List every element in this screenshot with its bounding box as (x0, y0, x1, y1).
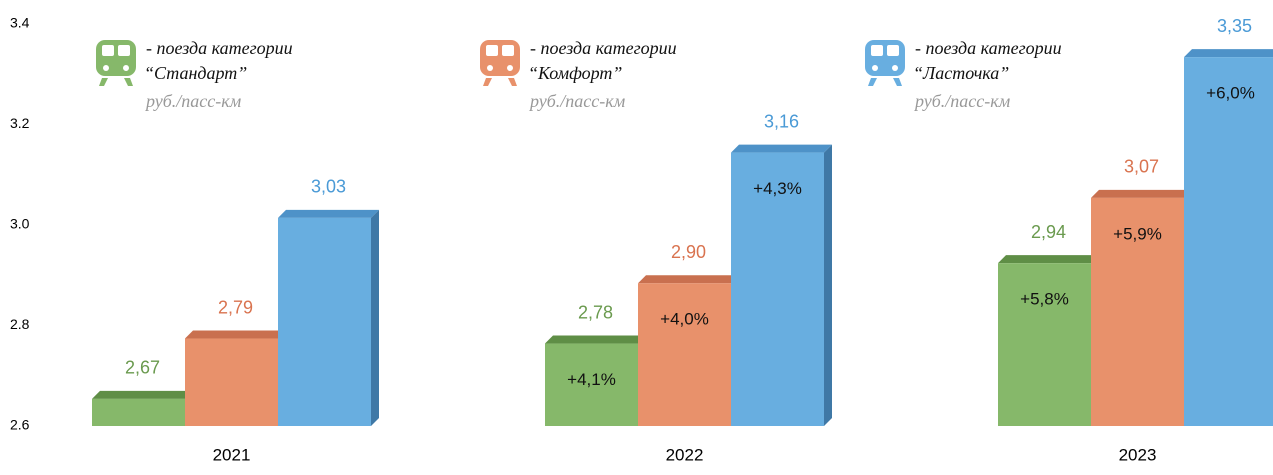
train-window (118, 45, 130, 56)
train-leg (868, 78, 877, 86)
bar-side (371, 209, 379, 426)
train-light (487, 65, 493, 71)
value-label: 2,79 (218, 297, 253, 317)
train-icon (480, 40, 520, 76)
y-tick-label: 2.6 (10, 417, 30, 433)
train-leg (483, 78, 492, 86)
bar-top (92, 390, 193, 399)
y-tick-label: 3.0 (10, 216, 30, 232)
x-tick-label: 2022 (666, 445, 704, 464)
legend-unit: руб./пасс-км (144, 91, 242, 111)
bar-top (185, 330, 286, 339)
bar-side (824, 144, 832, 426)
bar-top (638, 275, 739, 284)
legend-prefix: - поезда категории (530, 38, 677, 58)
train-light (872, 65, 878, 71)
train-icon (96, 40, 136, 76)
bar (545, 343, 638, 426)
bar (92, 398, 185, 426)
value-label: 3,03 (311, 177, 346, 197)
train-light (892, 65, 898, 71)
bar-top (1091, 189, 1192, 198)
bar (1184, 57, 1273, 426)
value-label: 3,07 (1124, 157, 1159, 177)
train-window (502, 45, 514, 56)
bar-top (731, 144, 832, 153)
bar (638, 283, 731, 426)
train-window (887, 45, 899, 56)
value-label: 3,16 (764, 111, 799, 131)
y-tick-label: 3.4 (10, 15, 30, 31)
legend-unit: руб./пасс-км (528, 91, 626, 111)
change-label: +4,1% (567, 370, 616, 389)
value-label: 2,78 (578, 302, 613, 322)
bar-top (1184, 49, 1273, 58)
change-label: +4,0% (660, 310, 709, 329)
change-label: +5,8% (1020, 290, 1069, 309)
bar (185, 338, 278, 426)
bar-top (998, 255, 1099, 264)
change-label: +4,3% (753, 179, 802, 198)
train-leg (99, 78, 108, 86)
bar (278, 217, 371, 426)
train-window (102, 45, 114, 56)
value-label: 2,94 (1031, 222, 1066, 242)
train-window (871, 45, 883, 56)
train-window (486, 45, 498, 56)
y-tick-label: 3.2 (10, 115, 30, 131)
train-light (507, 65, 513, 71)
bar (998, 263, 1091, 426)
train-leg (508, 78, 517, 86)
bar (1091, 197, 1184, 426)
bar (731, 152, 824, 426)
value-label: 3,35 (1217, 16, 1252, 36)
legend-prefix: - поезда категории (915, 38, 1062, 58)
x-tick-label: 2023 (1119, 445, 1157, 464)
legend-label: “Комфорт” (528, 63, 622, 83)
change-label: +5,9% (1113, 224, 1162, 243)
train-leg (124, 78, 133, 86)
train-light (123, 65, 129, 71)
train-icon (865, 40, 905, 76)
x-tick-label: 2021 (213, 445, 251, 464)
value-label: 2,67 (125, 358, 160, 378)
train-leg (893, 78, 902, 86)
legend-label: “Стандарт” (144, 63, 247, 83)
legend-prefix: - поезда категории (146, 38, 293, 58)
bar-top (278, 209, 379, 218)
legend-unit: руб./пасс-км (913, 91, 1011, 111)
bar-top (545, 335, 646, 344)
change-label: +6,0% (1206, 84, 1255, 103)
y-tick-label: 2.8 (10, 316, 30, 332)
legend-label: “Ласточка” (913, 63, 1009, 83)
value-label: 2,90 (671, 242, 706, 262)
train-light (103, 65, 109, 71)
